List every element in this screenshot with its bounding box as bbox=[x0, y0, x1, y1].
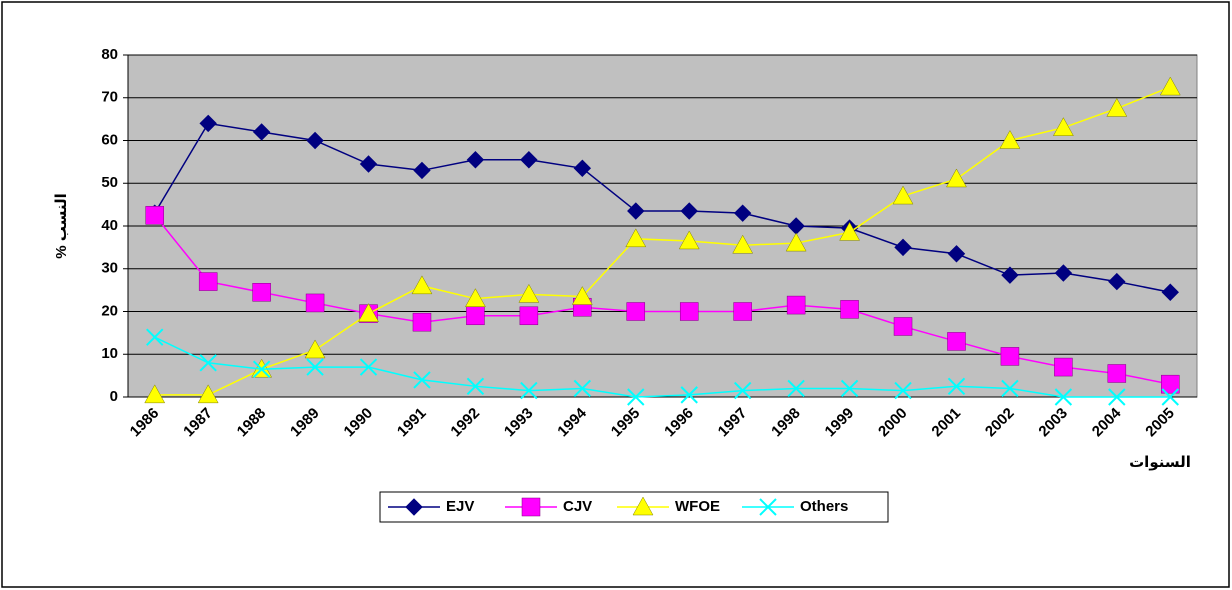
marker bbox=[466, 306, 485, 326]
marker bbox=[733, 204, 752, 222]
marker bbox=[518, 283, 540, 303]
marker bbox=[144, 384, 166, 404]
marker bbox=[1054, 264, 1073, 282]
marker bbox=[1106, 97, 1128, 117]
marker bbox=[679, 302, 699, 321]
marker bbox=[1108, 388, 1126, 406]
marker bbox=[571, 286, 593, 305]
marker bbox=[520, 381, 538, 400]
marker bbox=[145, 206, 164, 225]
marker bbox=[632, 496, 654, 516]
y-tick-label: 20 bbox=[101, 302, 118, 319]
y-tick-label: 50 bbox=[101, 174, 118, 191]
marker bbox=[197, 384, 219, 404]
marker bbox=[466, 151, 485, 169]
y-tick-label: 10 bbox=[101, 345, 118, 362]
marker bbox=[894, 381, 912, 400]
marker bbox=[358, 303, 379, 322]
marker bbox=[1001, 266, 1019, 284]
marker bbox=[252, 123, 271, 141]
legend-label: CJV bbox=[563, 498, 592, 515]
marker bbox=[680, 386, 698, 404]
marker bbox=[1108, 272, 1126, 291]
marker bbox=[199, 114, 217, 133]
marker bbox=[1000, 347, 1020, 366]
marker bbox=[947, 377, 966, 396]
marker bbox=[252, 360, 271, 378]
marker bbox=[465, 288, 486, 307]
marker bbox=[405, 498, 423, 516]
marker bbox=[946, 168, 967, 188]
marker bbox=[678, 230, 700, 250]
marker bbox=[305, 293, 325, 313]
marker bbox=[839, 221, 860, 241]
marker bbox=[359, 155, 378, 173]
marker bbox=[1107, 364, 1127, 383]
marker bbox=[413, 371, 431, 389]
marker bbox=[625, 228, 647, 248]
y-tick-label: 0 bbox=[110, 388, 118, 405]
marker bbox=[626, 302, 646, 321]
marker bbox=[412, 312, 432, 332]
marker bbox=[627, 202, 645, 220]
marker bbox=[413, 161, 431, 180]
marker bbox=[892, 185, 914, 205]
legend-label: EJV bbox=[446, 498, 474, 515]
y-tick-label: 80 bbox=[101, 46, 118, 63]
marker bbox=[573, 159, 592, 177]
marker bbox=[840, 300, 859, 319]
marker bbox=[520, 151, 538, 169]
marker bbox=[680, 202, 698, 220]
marker bbox=[1052, 117, 1074, 136]
y-axis-title: % النسب bbox=[53, 193, 70, 259]
marker bbox=[733, 381, 752, 400]
marker bbox=[252, 283, 271, 302]
marker bbox=[759, 498, 777, 516]
marker bbox=[947, 245, 966, 263]
marker bbox=[733, 302, 752, 321]
marker bbox=[306, 358, 324, 376]
y-tick-label: 70 bbox=[101, 89, 118, 106]
marker bbox=[1159, 76, 1181, 96]
marker bbox=[732, 234, 754, 254]
marker bbox=[304, 339, 326, 359]
marker bbox=[198, 272, 218, 291]
y-tick-label: 40 bbox=[101, 217, 118, 234]
y-tick-label: 60 bbox=[101, 131, 118, 148]
marker bbox=[411, 275, 433, 295]
line bbox=[154, 122, 1171, 293]
legend-label: Others bbox=[800, 498, 848, 515]
marker bbox=[573, 379, 592, 398]
marker bbox=[199, 354, 217, 372]
x-axis-title: السنوات bbox=[1129, 454, 1191, 471]
legend-label: WFOE bbox=[675, 498, 720, 515]
line bbox=[154, 336, 1171, 398]
marker bbox=[627, 388, 645, 406]
marker bbox=[787, 379, 805, 398]
marker bbox=[1001, 379, 1019, 398]
marker bbox=[893, 317, 913, 336]
marker bbox=[146, 328, 164, 346]
marker bbox=[947, 332, 966, 351]
marker bbox=[1054, 357, 1073, 377]
marker bbox=[1161, 388, 1179, 406]
marker bbox=[521, 497, 541, 517]
marker bbox=[999, 129, 1021, 149]
marker bbox=[466, 377, 485, 396]
marker bbox=[519, 306, 539, 326]
marker bbox=[306, 131, 324, 150]
marker bbox=[1054, 388, 1073, 406]
marker bbox=[359, 358, 378, 376]
marker bbox=[1161, 283, 1179, 301]
y-tick-label: 30 bbox=[101, 260, 118, 277]
marker bbox=[840, 379, 859, 398]
marker bbox=[894, 238, 912, 257]
marker bbox=[785, 232, 807, 252]
marker bbox=[786, 295, 806, 315]
marker bbox=[1161, 374, 1180, 394]
